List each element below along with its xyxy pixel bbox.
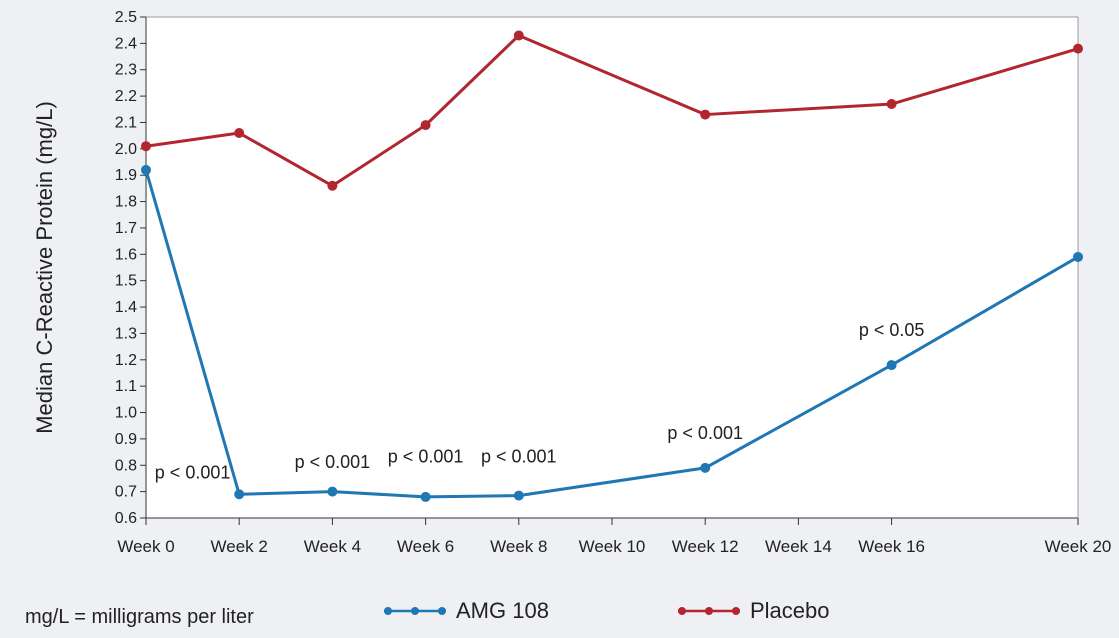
x-tick-label: Week 2 (211, 537, 268, 556)
x-tick-label: Week 4 (304, 537, 361, 556)
y-tick-label: 1.1 (115, 378, 137, 395)
data-point (886, 360, 897, 371)
x-tick-label: Week 16 (858, 537, 925, 556)
legend-label-placebo: Placebo (750, 598, 830, 623)
data-point (1073, 251, 1083, 262)
x-tick-label: Week 20 (1045, 537, 1112, 556)
chart-footer: mg/L = milligrams per liter AMG 108 Plac… (0, 592, 1119, 638)
legend-swatch-amg108 (384, 607, 446, 615)
x-tick-label: Week 6 (397, 537, 454, 556)
data-point (234, 489, 245, 500)
p-value-annotation: p < 0.001 (295, 452, 371, 472)
y-tick-label: 0.6 (115, 510, 137, 527)
legend-swatch-placebo (678, 607, 740, 615)
data-point (234, 128, 245, 139)
legend-label-amg108: AMG 108 (456, 598, 549, 623)
y-tick-label: 1.8 (115, 194, 137, 211)
legend-item-amg108: AMG 108 (382, 598, 549, 624)
data-point (513, 490, 524, 501)
y-tick-label: 1.7 (115, 220, 137, 237)
y-tick-label: 1.6 (115, 246, 137, 263)
data-point (327, 180, 338, 191)
y-tick-label: 1.3 (115, 325, 137, 342)
p-value-annotation: p < 0.001 (667, 423, 743, 443)
p-value-annotation: p < 0.001 (388, 447, 464, 467)
legend-item-placebo: Placebo (676, 598, 830, 624)
series-0 (141, 164, 1083, 502)
data-point (886, 99, 897, 110)
data-point (700, 109, 711, 120)
y-tick-label: 2.3 (115, 62, 137, 79)
x-tick-label: Week 8 (490, 537, 547, 556)
data-point (1073, 43, 1083, 54)
x-tick-label: Week 0 (117, 537, 174, 556)
x-tick-label: Week 14 (765, 537, 832, 556)
data-point (420, 120, 431, 131)
y-tick-label: 0.8 (115, 457, 137, 474)
y-tick-label: 0.7 (115, 484, 137, 501)
series-1 (141, 30, 1083, 191)
y-tick-label: 1.9 (115, 167, 137, 184)
p-value-annotation: p < 0.05 (859, 320, 925, 340)
chart-svg: 0.6 0.7 0.8 0.9 1.0 1.1 1.2 1.3 1.4 1.5 1.6 1.7 1.8 1… (32, 9, 1112, 556)
footnote: mg/L = milligrams per liter (25, 606, 254, 628)
data-point (141, 141, 151, 152)
y-tick-label: 2.1 (115, 114, 137, 131)
y-tick-label: 2.0 (115, 141, 137, 158)
x-tick-label: Week 12 (672, 537, 739, 556)
y-tick-label: 1.2 (115, 352, 137, 369)
y-axis-label: Median C-Reactive Protein (mg/L) (32, 101, 57, 434)
p-value-annotation: p < 0.001 (481, 447, 557, 467)
y-tick-label: 0.9 (115, 431, 137, 448)
series-line (145, 33, 1079, 188)
y-tick-label: 1.0 (115, 405, 137, 422)
y-tick-label: 2.5 (115, 9, 137, 26)
y-tick-label: 2.2 (115, 88, 137, 105)
y-tick-label: 1.4 (115, 299, 137, 316)
data-point (327, 486, 338, 497)
x-tick-label: Week 10 (579, 537, 646, 556)
data-point (141, 164, 151, 175)
data-point (700, 462, 711, 473)
y-tick-label: 1.5 (115, 273, 137, 290)
y-tick-label: 2.4 (115, 35, 137, 52)
plot-background (146, 17, 1078, 518)
series-line (144, 169, 1079, 499)
data-point (420, 491, 431, 502)
line-chart: 0.6 0.7 0.8 0.9 1.0 1.1 1.2 1.3 1.4 1.5 1.6 1.7 1.8 1… (32, 9, 1112, 556)
p-value-annotation: p < 0.001 (155, 462, 231, 482)
data-point (513, 30, 524, 41)
